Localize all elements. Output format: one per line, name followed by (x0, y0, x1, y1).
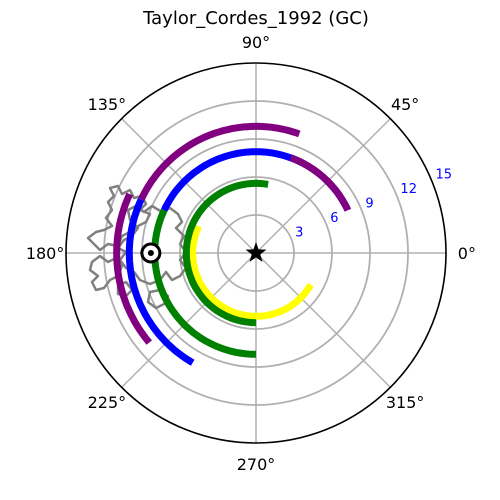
theta-tick-label: 45° (391, 95, 419, 114)
marker-layer (140, 242, 267, 264)
theta-tick-label: 315° (386, 393, 425, 412)
chart-title: Taylor_Cordes_1992 (GC) (142, 8, 369, 29)
r-tick-label: 15 (436, 167, 453, 182)
series-layer (113, 122, 352, 366)
sun-star-marker (245, 242, 267, 262)
theta-tick-label: 0° (458, 244, 476, 263)
radial-gridline (255, 118, 391, 254)
galaxy-outline-segment (116, 280, 134, 298)
label-layer: 0° 45° 90° 135° 180° 225° 270° 315° 3 6 9 12 15 (26, 33, 476, 474)
galactic-center-dot-marker (147, 250, 154, 256)
radial-ring-3 (217, 214, 295, 292)
galaxy-outline-segment (86, 184, 152, 252)
series-arc-4 (125, 198, 195, 366)
radial-ring-12 (103, 100, 409, 406)
r-tick-label: 3 (295, 225, 303, 240)
radial-gridline (121, 118, 257, 254)
series-arc-2 (151, 208, 256, 358)
series-arc-1 (182, 179, 269, 327)
polar-grid (65, 62, 447, 444)
theta-tick-label: 225° (88, 393, 127, 412)
theta-tick-label: 90° (242, 33, 270, 52)
series-arc-5 (289, 154, 352, 212)
polar-frame (65, 62, 447, 444)
series-arc-0 (189, 224, 314, 320)
r-tick-label: 6 (330, 211, 338, 226)
r-tick-label: 9 (365, 196, 373, 211)
series-arc-6 (138, 122, 301, 202)
radial-ring-6 (179, 176, 333, 330)
theta-tick-label: 180° (26, 244, 65, 263)
radial-gridline (121, 252, 257, 388)
radial-gridline (255, 252, 391, 388)
theta-tick-label: 270° (237, 455, 276, 474)
series-arc-7 (113, 192, 153, 345)
r-tick-label: 12 (400, 182, 417, 197)
galaxy-outline-segment (88, 254, 124, 292)
theta-tick-label: 135° (88, 95, 127, 114)
